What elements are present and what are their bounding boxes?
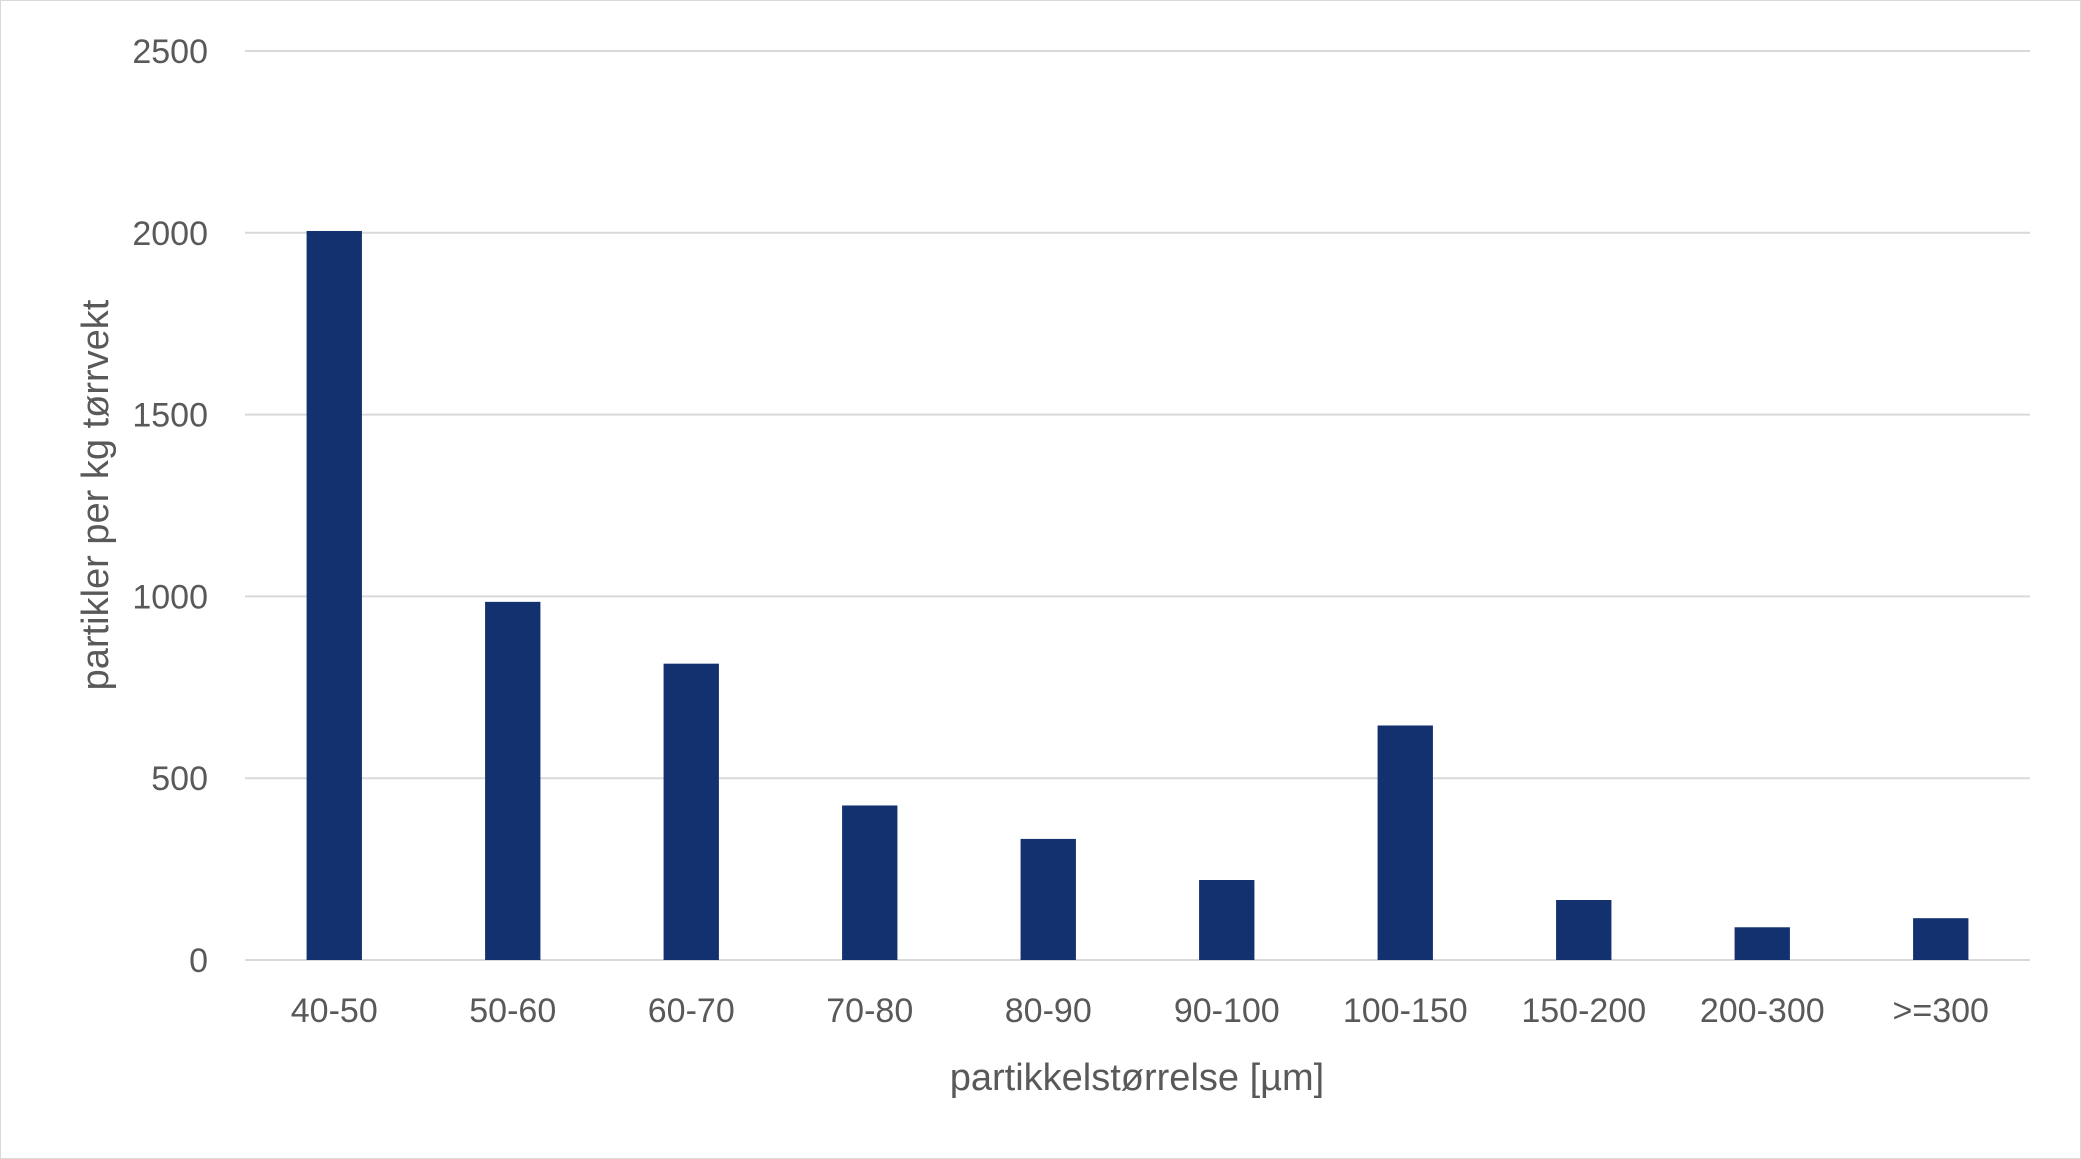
y-tick-label: 0 [189,942,208,980]
y-tick-label: 2500 [132,33,208,71]
bar-150-200 [1556,900,1612,960]
x-tick-labels: 40-50 50-60 60-70 70-80 80-90 90-100 100-150 15… [291,992,1989,1030]
x-tick-label: 100-150 [1343,992,1468,1030]
bar-70-80 [842,805,898,960]
bar->=300 [1913,918,1969,960]
bar-40-50 [306,230,362,960]
y-tick-label: 500 [151,760,208,798]
x-tick-label: 200-300 [1700,992,1825,1030]
bar-100-150 [1377,725,1433,960]
y-axis-title: partikler per kg tørrvekt [75,299,117,690]
y-tick-labels: 0 500 1000 1500 2000 2500 [132,33,208,980]
bar-50-60 [485,601,541,960]
x-axis-title: partikkelstørrelse [µm] [950,1057,1325,1099]
x-tick-label: 80-90 [1005,992,1092,1030]
x-tick-label: >=300 [1893,992,1989,1030]
x-tick-label: 60-70 [648,992,735,1030]
y-tick-label: 1000 [132,578,208,616]
bar-200-300 [1734,927,1790,960]
x-tick-label: 150-200 [1521,992,1646,1030]
bar-60-70 [663,663,719,960]
bar-90-100 [1199,880,1255,960]
x-tick-label: 70-80 [826,992,913,1030]
y-tick-label: 1500 [132,397,208,435]
bar-80-90 [1020,838,1076,960]
gridlines [245,50,2030,961]
x-tick-label: 90-100 [1174,992,1280,1030]
bars [306,230,1969,960]
x-tick-label: 40-50 [291,992,378,1030]
y-tick-label: 2000 [132,215,208,253]
x-tick-label: 50-60 [469,992,556,1030]
